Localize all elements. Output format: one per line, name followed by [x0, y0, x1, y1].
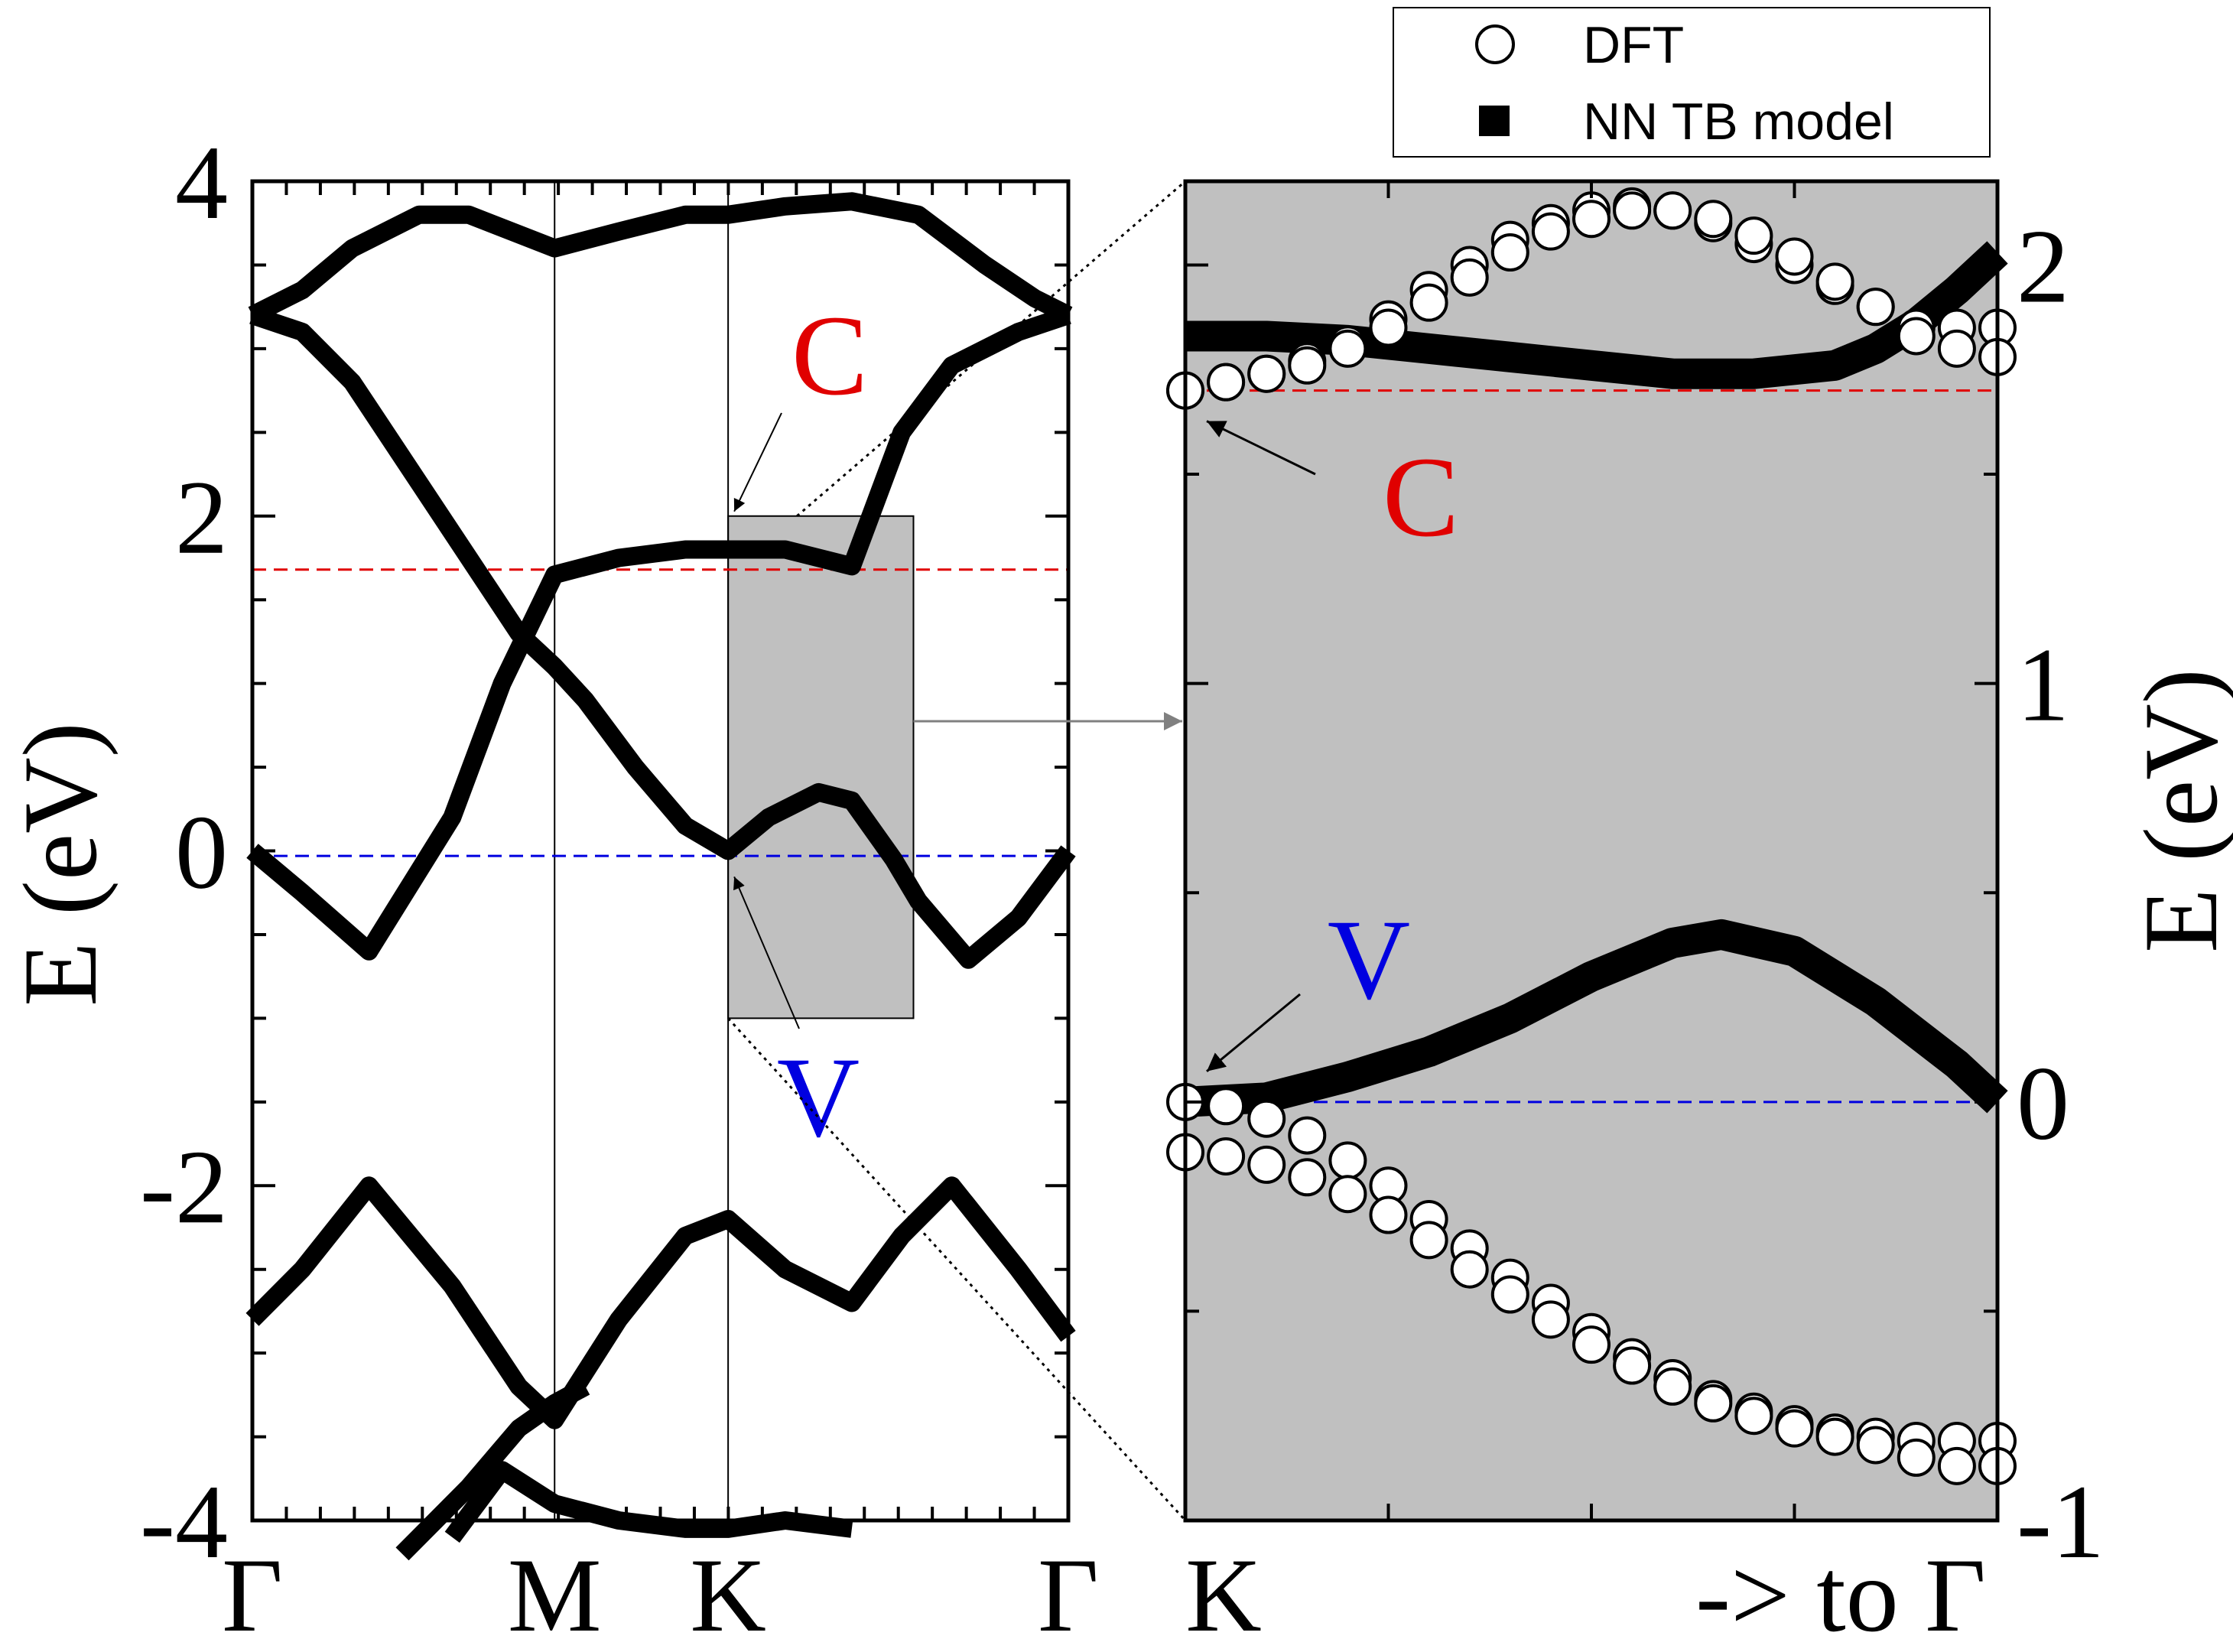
band-line-3 [249, 306, 1076, 969]
dft-point [1775, 237, 1814, 276]
connector-top [796, 180, 1186, 517]
annotation-V-arrow [733, 876, 800, 1029]
dft-point [1653, 191, 1692, 230]
left-panel: 420-2-4Γ M K Γ E (eV) CV [2, 124, 1099, 1652]
annotation-V-arrow [1206, 993, 1301, 1072]
left-hsym-lines [554, 181, 730, 1520]
x-tick-label: Γ [222, 1537, 283, 1652]
annotation-C-arrow [1206, 420, 1316, 476]
y-tick-label: 0 [175, 794, 228, 911]
band-line-1 [245, 1176, 1076, 1429]
dft-point [1613, 1346, 1652, 1385]
dft-point [1694, 200, 1733, 239]
dft-point [1572, 200, 1611, 239]
dft-point [1937, 329, 1976, 368]
dft-point [1490, 1275, 1529, 1314]
right-series [1166, 187, 2017, 1485]
legend-tb-label: NN TB model [1583, 93, 1894, 151]
right-panel: 210-1K -> to Γ E (eV) CV [1166, 179, 2233, 1652]
left-reference-lines [252, 568, 1068, 857]
dft-point [1288, 1158, 1327, 1197]
dft-point [1734, 1397, 1773, 1436]
x-tick-label: K [690, 1537, 766, 1652]
y-tick-label: 1 [2017, 626, 2069, 743]
band-line-2 [246, 306, 1071, 961]
left-bands [245, 192, 1076, 1561]
band-line-6 [395, 1378, 590, 1561]
dft-point [1856, 1426, 1895, 1465]
dft-point [1247, 354, 1286, 393]
dft-point [1856, 288, 1895, 327]
dft-point [1328, 329, 1367, 368]
right-y-axis-label: E (eV) [2122, 668, 2233, 953]
dft-point [1775, 1409, 1814, 1448]
right-plot-background [1185, 181, 1997, 1520]
legend: DFT NN TB model [1393, 7, 1991, 158]
y-tick-label: 2 [2017, 207, 2069, 324]
dft-point [1490, 233, 1529, 272]
dft-point [1450, 258, 1489, 297]
y-tick-label: -1 [2017, 1463, 2105, 1580]
dft-point [1694, 1384, 1733, 1423]
dft-point [1369, 308, 1408, 347]
dft-point [1937, 1446, 1976, 1485]
dft-point [1207, 1137, 1246, 1176]
dft-point [1409, 283, 1448, 322]
dft-point [1531, 212, 1570, 251]
dft-point [1613, 191, 1652, 230]
annotation-V: V [777, 1034, 860, 1161]
y-tick-label: -4 [140, 1463, 228, 1580]
dft-point [1247, 1099, 1286, 1138]
dft-point [1409, 1221, 1448, 1260]
connector-bottom [727, 1017, 1187, 1522]
tb-band-line-2 [1184, 919, 2008, 1117]
dft-point [1207, 1087, 1246, 1126]
dft-point [1572, 1325, 1611, 1364]
left-annotations: CV [733, 292, 868, 1161]
annotation-C-arrow [733, 412, 782, 512]
dft-point [1207, 363, 1246, 402]
y-tick-label: -2 [140, 1128, 228, 1245]
dft-point [1247, 1145, 1286, 1184]
annotation-C: C [791, 292, 868, 419]
annotation-C: C [1383, 434, 1459, 561]
y-tick-label: 2 [175, 459, 228, 576]
annotation-V: V [1328, 896, 1410, 1023]
band-line-5 [444, 1461, 853, 1543]
legend-tb-marker [1479, 106, 1510, 136]
dft-point [1897, 1438, 1936, 1477]
dft-point [1328, 1175, 1367, 1214]
right-axis-ticks [1184, 181, 1999, 1522]
zoom-region-box [727, 515, 915, 1019]
x-tick-label: M [508, 1537, 602, 1652]
dft-point [1328, 1141, 1367, 1180]
zoom-connectors [727, 180, 1187, 1522]
dft-point [1531, 1300, 1570, 1339]
dft-point [1734, 216, 1773, 255]
right-annotations: CV [1206, 420, 1459, 1072]
dft-point [1815, 1417, 1854, 1456]
x-tick-label: -> to Γ [1695, 1537, 1986, 1652]
legend-dft-marker [1475, 24, 1515, 64]
dft-point [1450, 1250, 1489, 1289]
dft-point [1288, 1116, 1327, 1155]
band-line-4 [248, 192, 1073, 324]
dft-point [1897, 317, 1936, 356]
dft-point [1815, 262, 1854, 301]
y-tick-label: 0 [2017, 1045, 2069, 1162]
y-tick-label: 4 [175, 124, 228, 241]
dft-point [1369, 1195, 1408, 1234]
left-axis-ticks [251, 180, 1070, 1522]
dft-point [1653, 1367, 1692, 1406]
dft-point [1288, 346, 1327, 385]
left-y-axis-label: E (eV) [2, 722, 119, 1006]
x-tick-label: Γ [1038, 1537, 1099, 1652]
x-tick-label: K [1185, 1537, 1262, 1652]
right-axis-labels: 2 1 0 -1 K -> to Γ [1185, 207, 2105, 1652]
legend-dft-label: DFT [1583, 16, 1684, 74]
left-axis-labels: 420-2-4Γ M K Γ [140, 124, 1099, 1652]
right-reference-lines [1185, 389, 1997, 1104]
